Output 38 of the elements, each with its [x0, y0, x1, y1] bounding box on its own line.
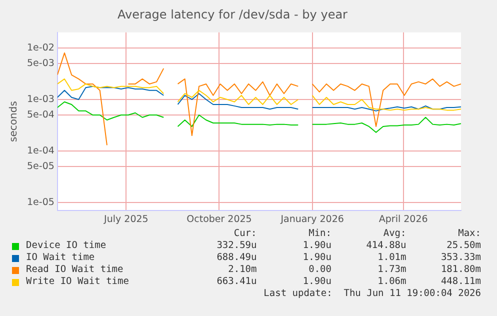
- text: 414.88u: [365, 240, 406, 252]
- chart-title: Average latency for /dev/sda - by year: [118, 7, 348, 22]
- text: 1.90u: [302, 276, 332, 288]
- text: 1.90u: [302, 252, 332, 264]
- legend-label: Device IO time: [26, 240, 106, 252]
- text: 332.59u: [216, 240, 257, 252]
- text: 1.01m: [376, 252, 406, 264]
- x-tick-label: July 2025: [103, 214, 148, 225]
- text: 1.06m: [376, 276, 406, 288]
- y-tick-label: 5e-04: [27, 109, 54, 120]
- y-tick-label: 1e-02: [27, 42, 54, 54]
- y-tick-label: 1e-04: [27, 146, 54, 157]
- y-tick-label: 5e-03: [27, 58, 54, 69]
- x-tick-label: January 2026: [280, 214, 344, 225]
- text: Max:: [457, 228, 481, 240]
- text: Last update: Thu Jun 11 19:00:04 2026: [262, 288, 481, 300]
- legend-label: Write IO Wait time: [26, 276, 129, 288]
- text: 181.80m: [440, 264, 481, 276]
- text: 353.33m: [440, 252, 481, 264]
- y-axis-title: seconds: [8, 101, 20, 142]
- text: 25.50m: [446, 240, 481, 252]
- legend-label: Read IO Wait time: [26, 264, 124, 276]
- y-tick-label: 5e-05: [27, 161, 54, 172]
- text: 2.10m: [227, 264, 257, 276]
- legend-label: IO Wait time: [26, 252, 95, 264]
- text: Avg:: [382, 228, 406, 240]
- text: Cur:: [232, 228, 257, 240]
- text: Min:: [308, 228, 332, 240]
- x-tick-label: April 2026: [378, 214, 428, 225]
- text: 448.11m: [440, 276, 481, 288]
- text: 0.00: [308, 264, 332, 276]
- text: 1.90u: [302, 240, 332, 252]
- text: 663.41u: [216, 276, 257, 288]
- x-tick-label: October 2025: [186, 214, 252, 225]
- text: 1.73m: [376, 264, 406, 276]
- text: 688.49u: [216, 252, 257, 264]
- y-tick-label: 1e-05: [27, 197, 54, 208]
- y-tick-label: 1e-03: [27, 94, 54, 105]
